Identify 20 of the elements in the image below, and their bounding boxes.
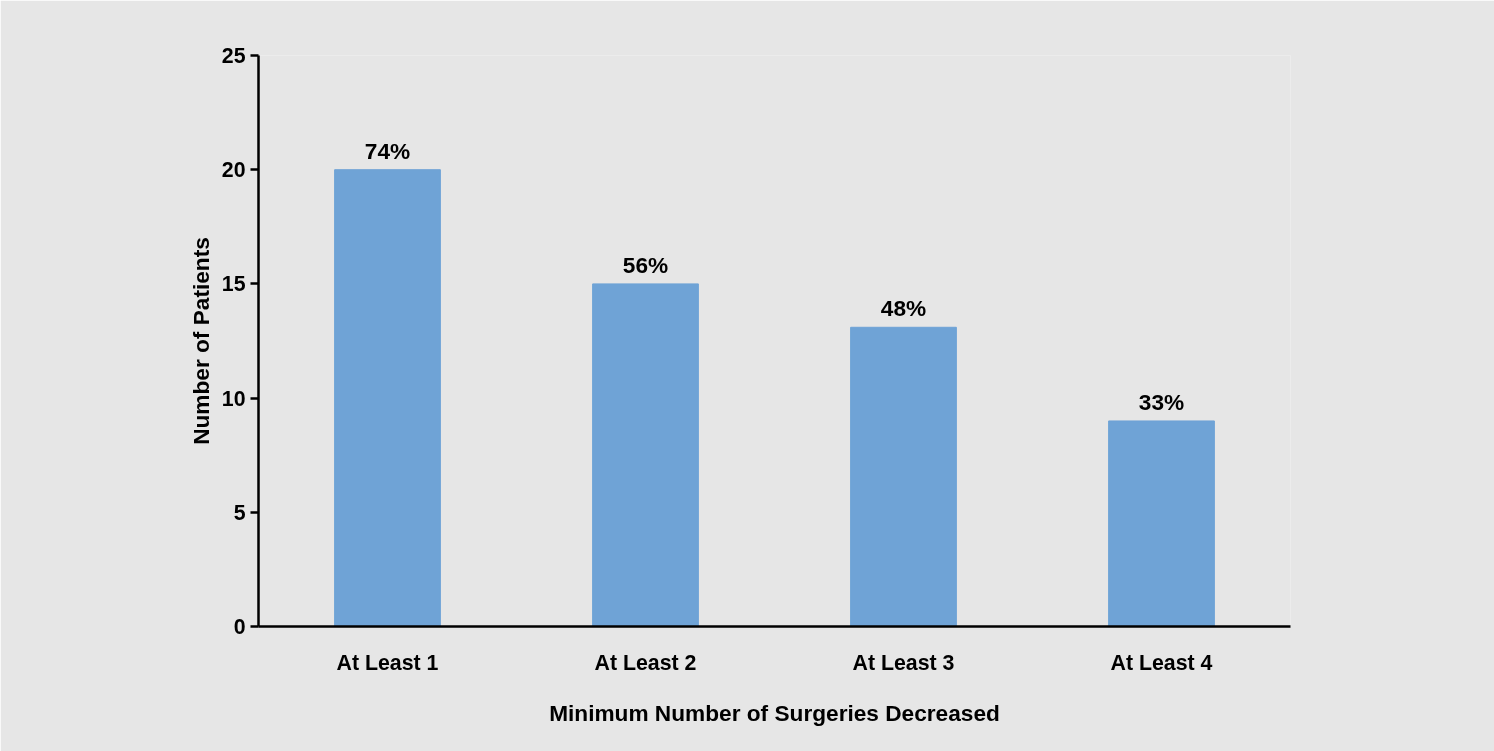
x-tick-label: At Least 4 <box>1110 650 1213 675</box>
y-tick-label: 10 <box>221 386 246 411</box>
annotation: 33% <box>1138 388 1185 415</box>
annotation: 56% <box>622 251 669 278</box>
annotation: 48% <box>880 295 927 322</box>
y-tick-label: 15 <box>221 272 246 297</box>
bar <box>1108 420 1215 627</box>
bar <box>592 283 699 627</box>
annotation: 74% <box>364 137 411 164</box>
y-tick-label: 5 <box>233 500 246 525</box>
y-tick-label: 0 <box>233 615 246 639</box>
x-tick-label: At Least 3 <box>852 650 955 675</box>
y-tick-label: 25 <box>221 44 246 68</box>
bar <box>850 326 957 627</box>
x-axis-title: Minimum Number of Surgeries Decreased <box>549 699 1000 726</box>
y-axis-title: Number of Patients <box>187 237 214 445</box>
x-tick-label: At Least 2 <box>594 650 697 675</box>
bar <box>334 169 441 627</box>
x-tick-label: At Least 1 <box>336 650 439 675</box>
y-tick-label: 20 <box>221 158 246 183</box>
